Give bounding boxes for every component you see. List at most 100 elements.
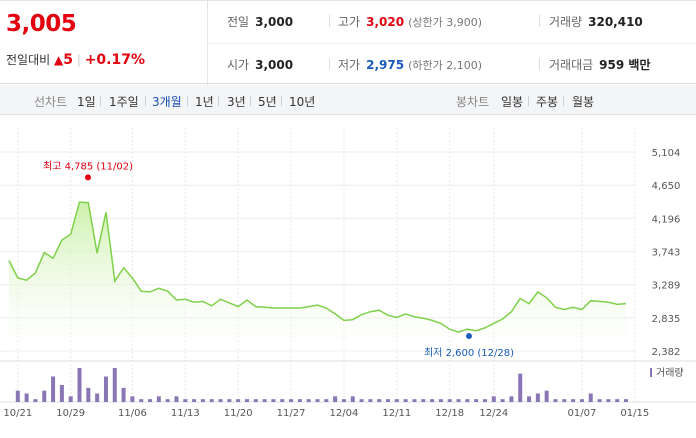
volume-legend: 거래량	[656, 367, 684, 379]
volume-bar	[271, 399, 276, 402]
tab-daily[interactable]: 일봉	[501, 95, 524, 109]
low-label: 최저 2,600 (12/28)	[424, 347, 514, 359]
prev-close: 전일 3,000	[227, 15, 294, 29]
chart-tabs: 선차트 1일 1주일 3개월 1년 3년 5년 10년 봉차트 일봉 주봉 월봉	[0, 85, 696, 115]
volume-bar	[68, 396, 73, 402]
volume-bar	[112, 368, 117, 402]
volume-bar	[527, 396, 532, 402]
volume-bar	[403, 399, 408, 402]
volume-bar	[412, 399, 417, 402]
volume-bar	[624, 399, 628, 402]
volume-bar	[33, 399, 38, 402]
volume-bar	[200, 399, 205, 402]
high-marker	[85, 174, 91, 181]
volume-bar	[253, 399, 258, 402]
volume-bar	[553, 399, 558, 402]
volume-bar	[571, 399, 576, 402]
volume-bar	[606, 399, 611, 402]
volume-bar	[518, 373, 523, 402]
trade-amount: 거래대금 959 백만	[549, 58, 651, 72]
volume-bar	[86, 387, 91, 402]
volume-bar	[15, 390, 20, 402]
volume-bar	[139, 399, 144, 402]
tab-weekly[interactable]: 주봉	[536, 95, 559, 109]
volume-bar	[262, 399, 267, 402]
volume-bar	[192, 399, 197, 402]
x-tick-label: 12/18	[435, 408, 464, 419]
volume-bar	[315, 399, 320, 402]
y-tick-label: 3,289	[652, 281, 681, 292]
low-price: 저가 2,975 (하한가 2,100)	[338, 58, 482, 72]
volume-bar	[341, 399, 346, 402]
volume-bar	[500, 399, 505, 402]
volume-bar	[588, 393, 593, 402]
volume-bar	[438, 399, 443, 402]
tab-10y[interactable]: 10년	[289, 95, 316, 109]
volume-bar	[377, 399, 382, 402]
volume: 거래량 320,410	[549, 15, 643, 29]
y-tick-label: 3,743	[652, 248, 681, 259]
volume-bar	[535, 393, 540, 402]
change-percent: +0.17%	[84, 52, 145, 68]
volume-bar	[447, 399, 452, 402]
volume-bar	[148, 399, 153, 402]
open-price: 시가 3,000	[227, 58, 294, 72]
candle-chart-heading: 봉차트	[456, 95, 490, 109]
volume-bar	[579, 399, 584, 402]
volume-bar	[482, 399, 487, 402]
volume-bar	[359, 399, 364, 402]
volume-bar	[386, 399, 391, 402]
line-chart-heading: 선차트	[34, 95, 68, 109]
price-area	[9, 202, 626, 351]
volume-bar	[77, 368, 82, 402]
volume-bar	[183, 399, 188, 402]
volume-bar	[103, 376, 108, 402]
volume-bar	[465, 399, 470, 402]
y-tick-label: 4,196	[652, 214, 681, 225]
volume-bar	[509, 396, 514, 402]
volume-bar	[421, 399, 426, 402]
volume-bar	[394, 399, 399, 402]
volume-bar	[368, 399, 373, 402]
tab-monthly[interactable]: 월봉	[572, 95, 595, 109]
x-tick-label: 11/13	[171, 408, 200, 419]
volume-bar	[130, 396, 135, 402]
volume-bar	[491, 396, 496, 402]
volume-bar	[121, 387, 126, 402]
x-tick-label: 12/11	[382, 408, 411, 419]
x-tick-label: 11/27	[277, 408, 306, 419]
volume-bar	[474, 399, 479, 402]
x-tick-label: 12/24	[479, 408, 508, 419]
high-label: 최고 4,785 (11/02)	[43, 160, 133, 172]
volume-bar	[236, 399, 241, 402]
x-tick-label: 11/20	[224, 408, 253, 419]
volume-bar	[51, 376, 56, 402]
tab-3m[interactable]: 3개월	[152, 95, 182, 109]
volume-bar	[544, 390, 549, 402]
x-tick-label: 01/15	[620, 408, 649, 419]
volume-bar	[297, 399, 302, 402]
volume-bar	[244, 399, 249, 402]
current-price: 3,005	[6, 11, 77, 37]
change-amount: 5	[63, 52, 73, 68]
y-tick-label: 5,104	[652, 148, 681, 159]
tab-3y[interactable]: 3년	[227, 95, 246, 109]
volume-bar	[42, 390, 47, 402]
volume-bar	[562, 399, 567, 402]
volume-bar	[615, 399, 620, 402]
tab-1y[interactable]: 1년	[195, 95, 214, 109]
volume-bar	[174, 396, 179, 402]
tab-5y[interactable]: 5년	[258, 95, 277, 109]
volume-bar	[430, 399, 435, 402]
volume-bar	[59, 385, 64, 402]
x-tick-label: 12/04	[330, 408, 359, 419]
tab-1d[interactable]: 1일	[77, 95, 96, 109]
volume-bar	[227, 399, 232, 402]
volume-bar	[209, 399, 214, 402]
tab-1w[interactable]: 1주일	[109, 95, 139, 109]
change-label: 전일대비	[6, 53, 51, 67]
volume-bar	[456, 399, 461, 402]
low-marker	[466, 333, 472, 340]
volume-bar	[165, 399, 170, 402]
